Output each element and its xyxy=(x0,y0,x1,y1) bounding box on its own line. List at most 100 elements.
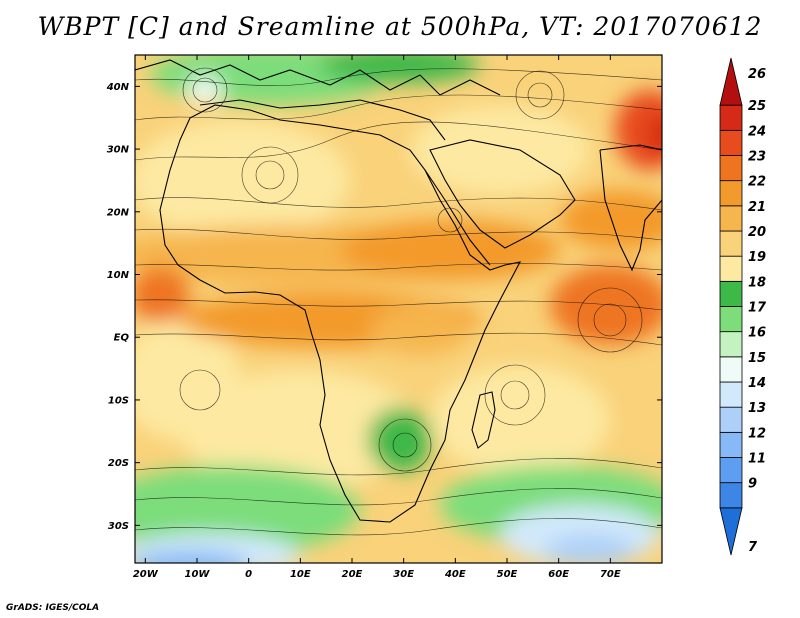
y-tick-label: 30N xyxy=(107,145,130,156)
colorbar-swatch xyxy=(719,155,743,182)
y-tick-label: 20S xyxy=(108,458,129,469)
x-tick-label: 10W xyxy=(185,569,211,580)
x-tick-label: 70E xyxy=(600,569,621,580)
light-cell-northwest xyxy=(187,76,223,104)
streamline xyxy=(135,488,662,506)
vortex-indian-ocean xyxy=(500,380,530,410)
colorbar-swatch xyxy=(719,306,743,333)
streamline xyxy=(135,197,662,211)
coastline-mediterranean xyxy=(199,99,446,141)
streamlines xyxy=(135,67,662,536)
streamline xyxy=(135,68,662,86)
x-axis-labels: 20W 10W 0 10E 20E 30E 40E 50E 60E 70E xyxy=(133,569,621,580)
orange-cell-arabian-sea xyxy=(550,265,662,345)
colorbar-label: 26 xyxy=(748,67,766,82)
coastline-arabia xyxy=(429,139,576,249)
colorbar-swatch xyxy=(719,104,743,131)
colorbar-label: 21 xyxy=(748,200,766,215)
axis-ticks xyxy=(135,55,662,563)
colorbar-label: 13 xyxy=(748,401,766,416)
coastline-europe xyxy=(135,59,501,96)
colorbar-swatch xyxy=(719,230,743,257)
vortex-arabian-sea xyxy=(577,287,643,353)
pale-zone-indian-ocean xyxy=(430,365,610,475)
y-tick-label: 20N xyxy=(107,207,130,218)
green-zone-europe xyxy=(320,55,480,83)
pale-zone-arabia xyxy=(410,105,590,195)
pale-zone-south-africa xyxy=(180,370,420,490)
vortex-north-central xyxy=(527,82,553,108)
x-tick-label: 50E xyxy=(497,569,518,580)
wbpt-shaded-field xyxy=(135,55,662,563)
y-tick-label: 30S xyxy=(108,521,129,532)
colorbar-label: 15 xyxy=(748,351,766,366)
vortex-northwest xyxy=(192,77,218,103)
orange-band-horn xyxy=(340,220,560,280)
y-tick-label: EQ xyxy=(114,333,130,344)
coastline-madagascar xyxy=(471,391,496,449)
colorbar-label: 19 xyxy=(748,250,766,265)
coastline-africa xyxy=(159,104,522,523)
streamline xyxy=(135,228,662,241)
colorbar-swatch xyxy=(719,331,743,358)
blue-zone-southeast xyxy=(545,534,635,563)
streamline xyxy=(135,94,662,121)
colorbar-label: 20 xyxy=(748,225,766,240)
coastlines xyxy=(135,59,662,523)
y-tick-label: 10N xyxy=(107,270,130,281)
colorbar-swatch xyxy=(719,406,743,433)
colorbar-swatch xyxy=(719,507,743,556)
y-tick-label: 10S xyxy=(108,395,129,406)
grads-credit: GrADS: IGES/COLA xyxy=(6,603,100,613)
orange-cell-west xyxy=(135,267,190,323)
colorbar-swatch xyxy=(719,356,743,383)
colorbar-label: 17 xyxy=(748,301,767,316)
colorbar: 7 9 11 12 13 14 15 16 17 18 19 20 21 22 23 24 25 26 xyxy=(719,57,767,556)
colorbar-swatch xyxy=(719,280,743,307)
colorbar-label: 7 xyxy=(748,540,758,555)
pale-zone-atlantic xyxy=(135,320,240,440)
vortex-northwest xyxy=(182,67,228,113)
coastline-red-sea xyxy=(424,169,491,266)
orange-cell-central-east xyxy=(370,305,470,355)
colorbar-swatch xyxy=(719,180,743,207)
colorbar-swatch xyxy=(719,57,743,106)
streamline xyxy=(135,263,662,271)
plot-frame xyxy=(134,54,663,564)
streamline xyxy=(135,332,662,346)
colorbar-swatch xyxy=(719,381,743,408)
vortex-atlantic xyxy=(179,369,221,411)
coastline-india xyxy=(599,144,662,272)
plot-area xyxy=(135,55,662,563)
y-tick-label: 40N xyxy=(106,82,130,93)
x-tick-label: 10E xyxy=(290,569,311,580)
colorbar-swatch xyxy=(719,255,743,282)
vortex-north-central xyxy=(515,70,565,120)
colorbar-label: 24 xyxy=(748,124,766,139)
y-axis-labels: 40N 30N 20N 10N EQ 10S 20S 30S xyxy=(106,82,130,532)
colorbar-label: 18 xyxy=(748,275,766,290)
hot-cell-northeast xyxy=(615,90,662,170)
vortex-arabian-sea xyxy=(593,303,627,337)
vortex-sahara xyxy=(255,160,285,190)
colorbar-label: 16 xyxy=(748,326,766,341)
vortex-southern-africa xyxy=(378,418,432,472)
streamline xyxy=(135,299,662,311)
colorbar-label: 11 xyxy=(748,452,766,467)
map-title: WBPT [C] and Sreamline at 500hPa, VT: 20… xyxy=(37,12,763,41)
colorbar-swatch xyxy=(719,129,743,156)
colorbar-label: 23 xyxy=(748,150,766,165)
colorbar-swatch xyxy=(719,431,743,458)
green-cell-southern-africa xyxy=(368,408,432,472)
x-tick-label: 20E xyxy=(342,569,363,580)
colorbar-label: 9 xyxy=(748,477,757,492)
vortex-southern-africa xyxy=(392,432,418,458)
streamline xyxy=(135,121,662,161)
x-tick-label: 30E xyxy=(393,569,414,580)
x-tick-label: 0 xyxy=(245,569,252,580)
colorbar-swatch xyxy=(719,205,743,232)
streamline xyxy=(135,518,662,536)
orange-band-india xyxy=(560,190,662,250)
colorbar-label: 25 xyxy=(748,99,766,114)
